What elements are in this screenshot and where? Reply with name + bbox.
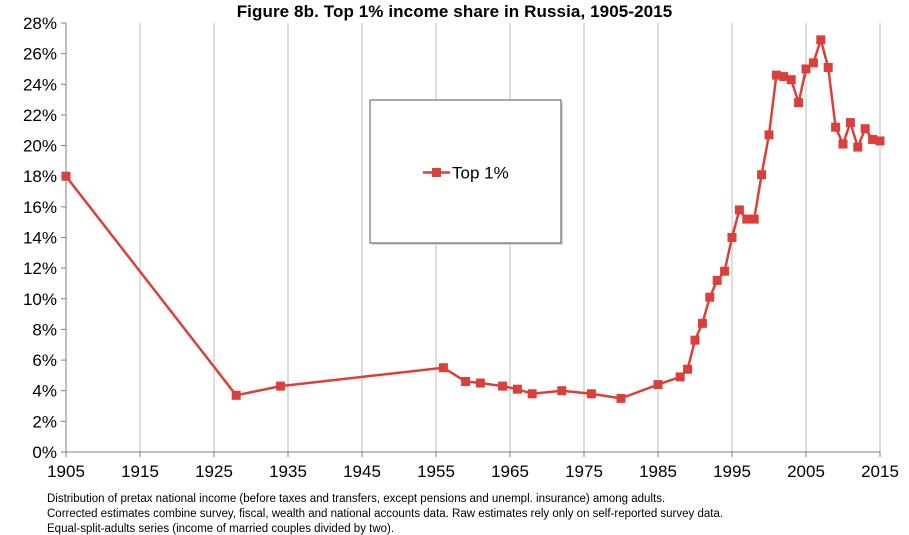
y-tick-label-28: 28%: [23, 14, 57, 33]
data-point-2005: [801, 64, 811, 74]
data-point-1995: [727, 233, 737, 242]
data-point-1966: [512, 384, 522, 394]
data-point-1976: [586, 389, 596, 399]
x-tick-label-1925: 1925: [195, 462, 233, 481]
y-tick-label-22: 22%: [23, 106, 57, 125]
data-point-2012: [853, 142, 863, 152]
x-tick-label-1965: 1965: [491, 462, 529, 481]
data-point-1996: [734, 205, 744, 215]
data-point-1968: [527, 389, 537, 399]
data-point-1990: [690, 335, 700, 345]
y-tick-label-26: 26%: [23, 45, 57, 64]
legend-box: [369, 99, 562, 244]
data-point-2004: [794, 98, 804, 108]
data-point-1989: [683, 364, 693, 374]
data-point-2014: [868, 134, 878, 144]
y-tick-label-20: 20%: [23, 137, 57, 156]
x-tick-label-2005: 2005: [787, 462, 825, 481]
data-point-1959: [461, 377, 471, 387]
data-point-2009: [831, 122, 841, 132]
y-tick-label-16: 16%: [23, 198, 57, 217]
data-point-2002: [779, 72, 789, 82]
data-point-2013: [860, 124, 870, 134]
data-point-1928: [231, 390, 241, 400]
data-point-1991: [697, 318, 707, 328]
x-tick-label-1945: 1945: [343, 462, 381, 481]
data-point-2011: [845, 118, 855, 128]
legend-label: Top 1%: [452, 164, 509, 183]
footnote-line-1: Distribution of pretax national income (…: [47, 493, 666, 505]
y-tick-label-18: 18%: [23, 167, 57, 186]
x-tick-label-1975: 1975: [565, 462, 603, 481]
data-point-1993: [712, 275, 722, 285]
y-tick-label-24: 24%: [23, 75, 57, 94]
x-tick-label-1915: 1915: [121, 462, 159, 481]
footnote-line-3: Equal-split-adults series (income of mar…: [47, 523, 395, 535]
y-tick-label-6: 6%: [32, 351, 57, 370]
data-point-1985: [653, 380, 663, 390]
data-point-2008: [823, 62, 833, 72]
y-tick-label-4: 4%: [32, 382, 57, 401]
data-point-1988: [675, 372, 685, 382]
footnote-line-2: Corrected estimates combine survey, fisc…: [47, 508, 724, 520]
data-point-1964: [498, 381, 508, 391]
data-point-1905: [61, 171, 71, 181]
x-tick-label-1995: 1995: [713, 462, 751, 481]
y-tick-label-0: 0%: [32, 443, 57, 462]
data-point-1994: [720, 266, 730, 276]
x-tick-label-1935: 1935: [269, 462, 307, 481]
chart-title: Figure 8b. Top 1% income share in Russia…: [236, 2, 673, 21]
x-tick-label-1955: 1955: [417, 462, 455, 481]
data-point-1980: [616, 393, 626, 403]
x-tick-label-1985: 1985: [639, 462, 677, 481]
legend-marker-swatch: [432, 168, 441, 177]
data-point-2007: [816, 35, 826, 45]
data-point-1992: [705, 292, 715, 302]
data-point-2015: [875, 136, 885, 146]
y-tick-label-10: 10%: [23, 290, 57, 309]
data-point-1956: [438, 363, 448, 373]
y-tick-label-8: 8%: [32, 320, 57, 339]
data-point-1999: [757, 170, 767, 180]
data-point-2003: [786, 75, 796, 85]
data-point-2000: [764, 130, 774, 140]
y-tick-label-2: 2%: [32, 412, 57, 431]
data-point-2006: [808, 58, 818, 68]
data-point-1998: [749, 214, 759, 224]
x-tick-label-2015: 2015: [861, 462, 899, 481]
y-tick-label-12: 12%: [23, 259, 57, 278]
data-point-1997: [742, 214, 752, 224]
data-point-1961: [475, 378, 485, 388]
data-point-1934: [276, 381, 286, 391]
data-point-1972: [557, 386, 567, 396]
data-point-2001: [771, 70, 781, 80]
x-tick-label-1905: 1905: [47, 462, 85, 481]
data-point-2010: [838, 139, 848, 149]
y-tick-label-14: 14%: [23, 229, 57, 248]
